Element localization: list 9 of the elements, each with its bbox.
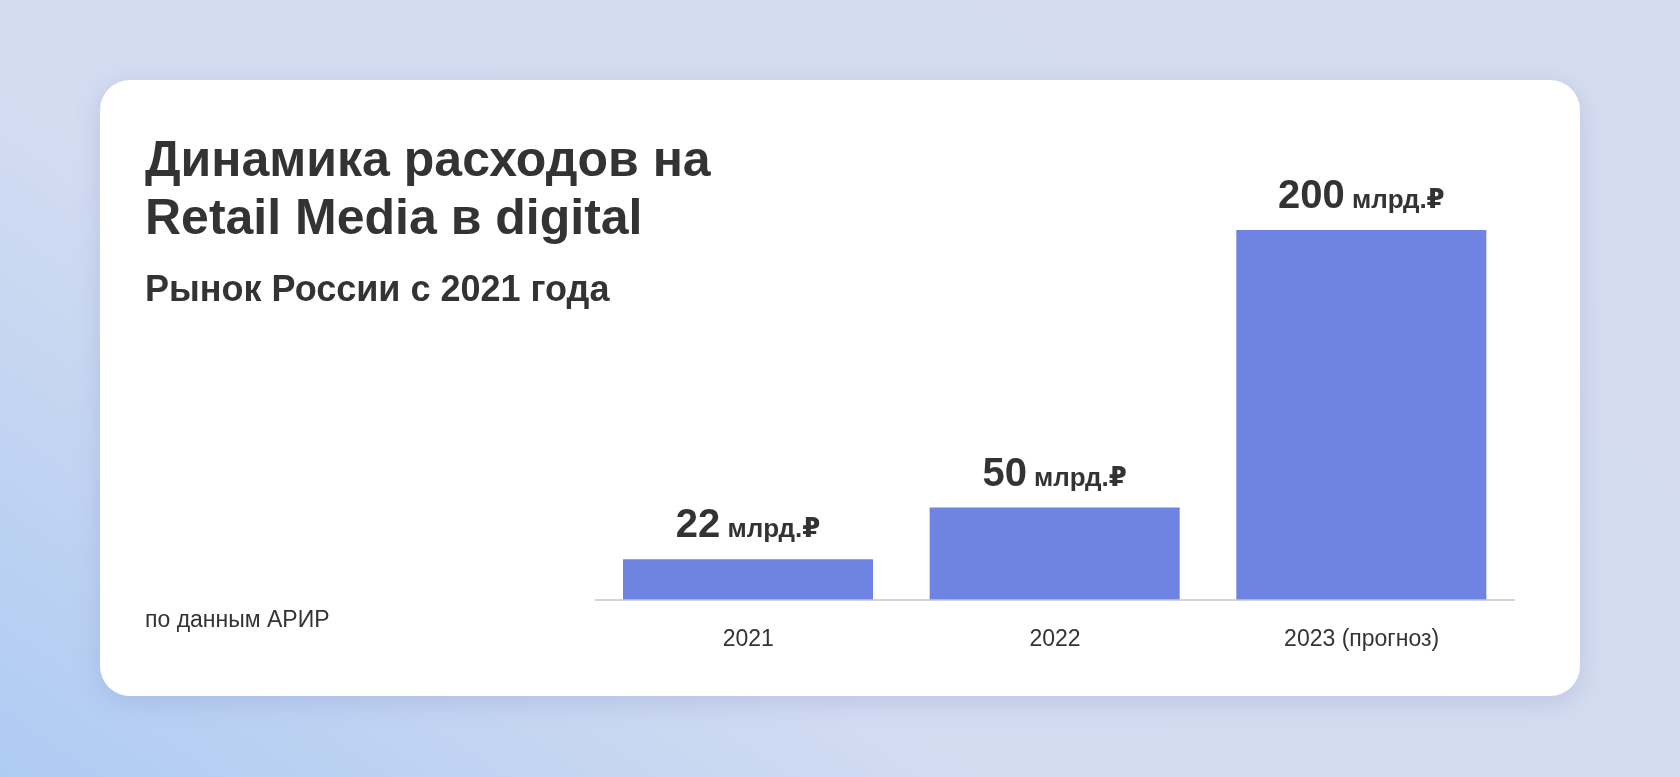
x-tick-label: 2023 (прогноз) xyxy=(1284,625,1440,652)
data-label: 22 млрд.₽ xyxy=(675,501,821,546)
chart-title: Динамика расходов на Retail Media в digital xyxy=(145,130,712,246)
x-tick-label: 2022 xyxy=(1029,625,1081,652)
x-tick-label: 2021 xyxy=(722,625,774,652)
data-label: 200 млрд.₽ xyxy=(1277,172,1445,216)
data-label: 50 млрд.₽ xyxy=(982,449,1127,494)
text: Рынок России с 2021 года xyxy=(145,268,610,310)
text: по данным АРИР xyxy=(145,606,330,633)
